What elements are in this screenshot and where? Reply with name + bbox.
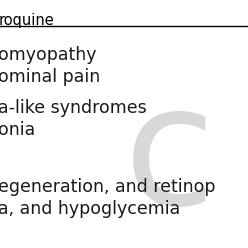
Text: onia: onia	[0, 121, 36, 139]
Text: roquine: roquine	[0, 13, 54, 28]
Text: a-like syndromes: a-like syndromes	[0, 99, 147, 117]
Text: egeneration, and retinop: egeneration, and retinop	[0, 178, 216, 196]
Text: omyopathy: omyopathy	[0, 46, 97, 64]
Text: a, and hypoglycemia: a, and hypoglycemia	[0, 200, 181, 218]
Text: c: c	[124, 77, 216, 240]
Text: ominal pain: ominal pain	[0, 68, 101, 86]
